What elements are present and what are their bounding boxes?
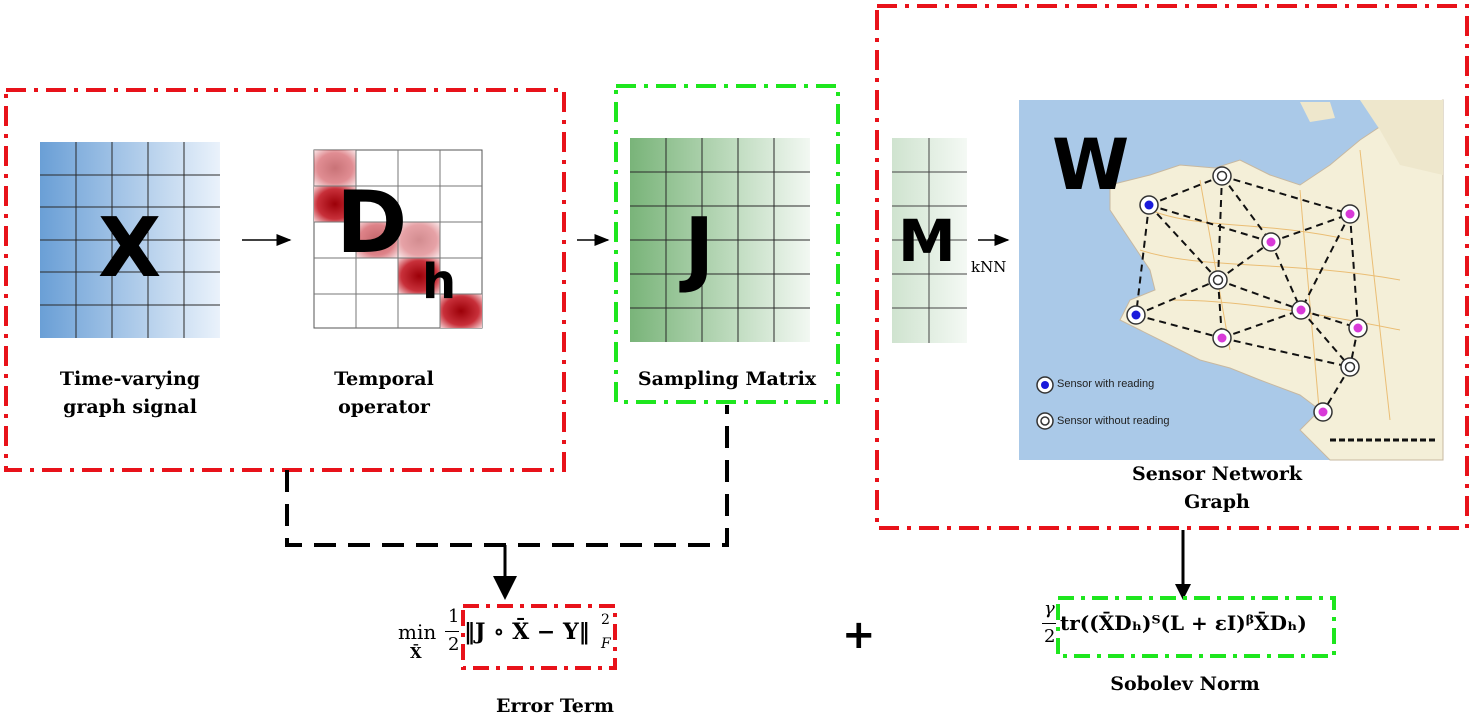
sensor-map xyxy=(1019,99,1444,461)
map-caption-line2: Graph xyxy=(1184,491,1250,513)
w-letter: W xyxy=(1052,124,1130,206)
graph-frame xyxy=(875,4,1469,530)
plus-sign: + xyxy=(842,612,876,658)
error-frac-num: 1 xyxy=(448,606,460,627)
map-legend-markers xyxy=(1036,376,1054,430)
sobolev-frac-den: 2 xyxy=(1044,626,1056,647)
d-caption: Temporal operator xyxy=(298,365,470,421)
x-caption-line1: Time-varying xyxy=(59,368,201,390)
error-term-frame xyxy=(461,604,617,670)
map-caption-line1: Sensor Network xyxy=(1131,463,1303,485)
j-caption: Sampling Matrix xyxy=(637,368,817,390)
d-subscript: h xyxy=(422,254,457,310)
m-grid xyxy=(892,138,967,343)
legend-reading: Sensor with reading xyxy=(1057,378,1155,390)
x-grid xyxy=(40,142,220,338)
j-grid xyxy=(630,138,810,342)
legend-no-reading: Sensor without reading xyxy=(1057,415,1170,427)
sobolev-body: tr((X̄Dₕ)ᵀ(L + εI)ᵝX̄Dₕ) xyxy=(1060,611,1307,635)
m-letter: M xyxy=(898,207,956,275)
error-min-sub: X̄ xyxy=(410,644,422,662)
d-caption-line2: operator xyxy=(338,396,430,418)
error-sub: F xyxy=(601,636,611,652)
x-caption: Time-varying graph signal xyxy=(30,365,230,421)
error-connector xyxy=(285,405,729,547)
sampling-frame xyxy=(614,84,840,404)
x-caption-line2: graph signal xyxy=(63,396,197,418)
error-sup: 2 xyxy=(601,612,610,628)
error-body: ‖J ∘ X̄ − Y‖ xyxy=(464,619,590,645)
sobolev-term-frame xyxy=(1056,596,1336,658)
sobolev-norm-label: Sobolev Norm xyxy=(1110,673,1260,695)
error-min: min xyxy=(398,620,437,644)
d-letter: D xyxy=(336,173,408,273)
d-grid xyxy=(313,149,483,329)
knn-label: kNN xyxy=(971,258,1007,276)
sobolev-frac-num: γ xyxy=(1044,598,1055,619)
error-frac-den: 2 xyxy=(448,634,460,655)
x-letter: X xyxy=(98,201,162,296)
error-term-label: Error Term xyxy=(496,695,614,717)
map-caption: Sensor Network Graph xyxy=(1100,460,1334,516)
d-caption-line1: Temporal xyxy=(334,368,434,390)
j-letter: J xyxy=(684,201,715,296)
